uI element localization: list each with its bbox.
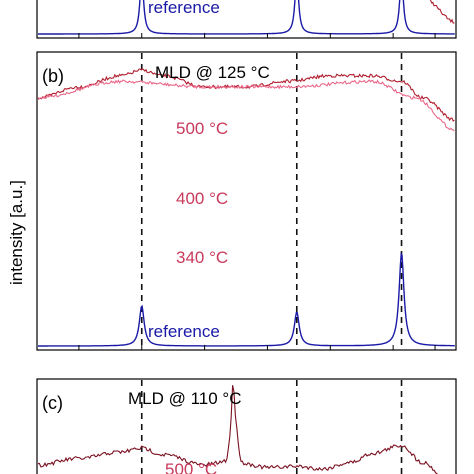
- label-c-500c: 500 °C: [165, 460, 217, 474]
- panel-c-dashed-lines: [140, 380, 403, 474]
- series-reference: [38, 252, 455, 347]
- series-400c: [37, 67, 455, 122]
- series-500c: [423, 0, 455, 24]
- panel-b-ticks: [78, 345, 436, 350]
- panel-a-reference-curve: [38, 0, 455, 35]
- panel-a-reference-label: reference: [148, 0, 220, 17]
- panel-b-dashed-lines: [140, 53, 403, 349]
- panel-b-reference-label: reference: [148, 322, 220, 341]
- panel-b-tag: (b): [42, 66, 64, 86]
- panel-a-ticks: [78, 33, 436, 38]
- panel-b: (b) MLD @ 125 °C 500 °C 400 °C 340 °C re…: [36, 0, 457, 351]
- y-axis-label: intensity [a.u.]: [7, 180, 26, 285]
- panel-b-title: MLD @ 125 °C: [155, 63, 270, 82]
- label-400c: 400 °C: [176, 189, 228, 208]
- panel-b-frame: [36, 51, 457, 351]
- panel-c-tag: (c): [42, 393, 63, 413]
- panel-c-frame: [36, 378, 457, 474]
- panel-a: reference: [36, 0, 457, 39]
- label-340c: 340 °C: [176, 248, 228, 267]
- series-mld-110: [37, 385, 439, 474]
- label-500c: 500 °C: [176, 119, 228, 138]
- series-340c: [37, 79, 455, 132]
- panel-c: (c) MLD @ 110 °C 500 °C: [36, 378, 457, 474]
- panel-c-title: MLD @ 110 °C: [128, 389, 242, 408]
- panel-a-frame: [36, 0, 457, 39]
